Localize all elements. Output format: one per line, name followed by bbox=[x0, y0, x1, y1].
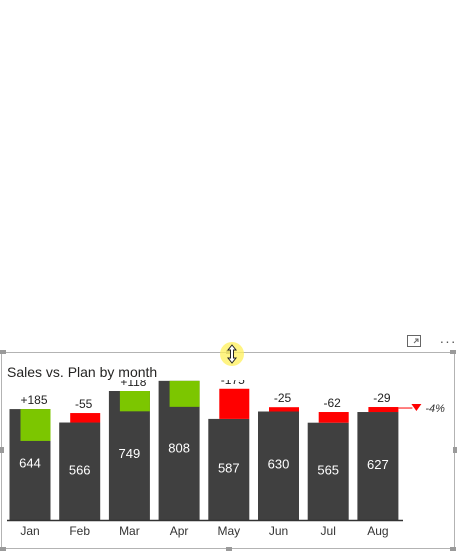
sales-vs-plan-chart: 644+185Jan566-55Feb749+118Mar808+151Apr5… bbox=[7, 380, 445, 538]
sales-value-label: 630 bbox=[268, 457, 290, 472]
visual-header: ··· bbox=[405, 332, 457, 350]
chart-bars bbox=[9, 380, 399, 520]
resize-handle-top-left[interactable] bbox=[0, 350, 6, 354]
sales-bar bbox=[108, 391, 150, 520]
chart-axis bbox=[7, 404, 422, 522]
total-variance-label: -4% bbox=[425, 403, 445, 415]
variance-negative-bar bbox=[318, 412, 349, 423]
sales-bar bbox=[258, 411, 299, 520]
resize-handle-top-right[interactable] bbox=[450, 350, 456, 354]
x-tick-label: Aug bbox=[367, 524, 388, 538]
x-tick-label: Mar bbox=[119, 524, 140, 538]
resize-handle-bottom-left[interactable] bbox=[0, 547, 6, 551]
resize-cursor-icon bbox=[220, 342, 244, 366]
sales-value-label: 644 bbox=[19, 455, 41, 470]
focus-mode-icon[interactable] bbox=[405, 332, 423, 350]
variance-label: -175 bbox=[221, 380, 245, 387]
variance-label: -29 bbox=[373, 391, 391, 405]
sales-value-label: 587 bbox=[218, 460, 240, 475]
variance-negative-bar bbox=[219, 388, 250, 419]
sales-bar bbox=[307, 422, 349, 520]
sales-bar bbox=[208, 418, 250, 520]
resize-handle-left[interactable] bbox=[0, 447, 4, 453]
sales-value-label: 627 bbox=[367, 457, 389, 472]
total-variance-triangle-icon bbox=[411, 404, 422, 412]
sales-value-label: 808 bbox=[168, 441, 190, 456]
variance-label: -62 bbox=[324, 396, 342, 410]
variance-negative-bar bbox=[70, 413, 101, 423]
resize-handle-bottom[interactable] bbox=[226, 547, 232, 551]
sales-value-label: 749 bbox=[119, 446, 141, 461]
sales-bar bbox=[59, 422, 101, 520]
variance-positive-bar bbox=[20, 409, 51, 441]
chart-labels: 644+185Jan566-55Feb749+118Mar808+151Apr5… bbox=[19, 380, 445, 538]
sales-value-label: 566 bbox=[69, 462, 91, 477]
variance-label: +185 bbox=[20, 393, 47, 407]
more-options-icon[interactable]: ··· bbox=[439, 333, 457, 349]
resize-handle-bottom-right[interactable] bbox=[450, 547, 456, 551]
variance-positive-bar bbox=[119, 391, 150, 412]
x-tick-label: May bbox=[217, 524, 240, 538]
x-tick-label: Jun bbox=[269, 524, 288, 538]
variance-label: -55 bbox=[75, 397, 93, 411]
variance-negative-bar bbox=[269, 407, 299, 412]
x-tick-label: Jul bbox=[321, 524, 336, 538]
visual-title: Sales vs. Plan by month bbox=[7, 364, 158, 380]
x-tick-label: Jan bbox=[20, 524, 39, 538]
variance-negative-bar bbox=[368, 407, 399, 413]
variance-positive-bar bbox=[169, 380, 200, 407]
variance-label: -25 bbox=[274, 391, 292, 405]
resize-handle-right[interactable] bbox=[453, 447, 457, 453]
variance-label: +118 bbox=[120, 380, 146, 389]
sales-value-label: 565 bbox=[317, 462, 339, 477]
x-tick-label: Feb bbox=[69, 524, 90, 538]
sales-bar bbox=[357, 412, 399, 520]
x-tick-label: Apr bbox=[170, 524, 189, 538]
